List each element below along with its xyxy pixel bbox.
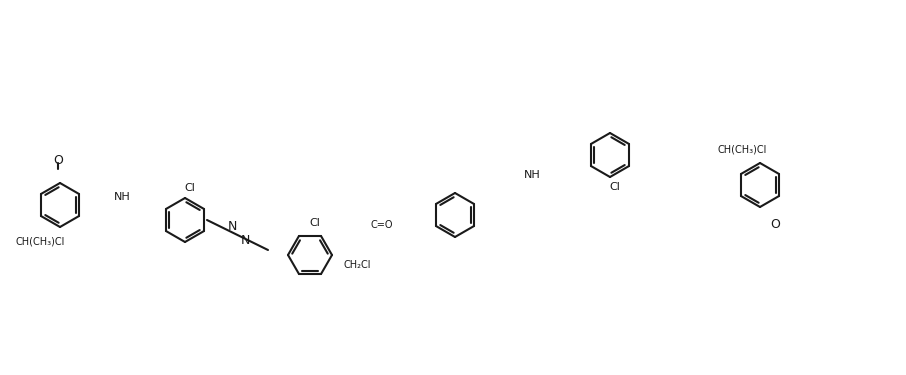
Text: C=O: C=O bbox=[371, 220, 393, 230]
Text: N: N bbox=[240, 234, 250, 246]
Text: Cl: Cl bbox=[310, 218, 321, 228]
Text: Cl: Cl bbox=[185, 183, 196, 193]
Text: NH: NH bbox=[113, 192, 130, 202]
Text: NH: NH bbox=[524, 170, 540, 180]
Text: Cl: Cl bbox=[610, 182, 621, 192]
Text: CH(CH₃)Cl: CH(CH₃)Cl bbox=[15, 236, 64, 246]
Text: CH(CH₃)Cl: CH(CH₃)Cl bbox=[718, 144, 766, 154]
Text: CH₂Cl: CH₂Cl bbox=[343, 260, 371, 270]
Text: O: O bbox=[53, 154, 63, 168]
Text: N: N bbox=[227, 220, 236, 234]
Text: O: O bbox=[770, 219, 780, 231]
